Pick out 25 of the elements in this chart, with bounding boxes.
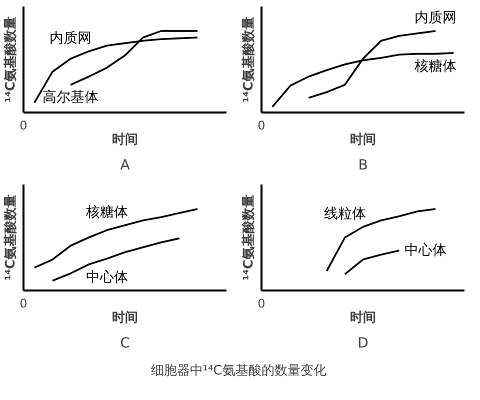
series-label: 高尔基体 bbox=[42, 90, 99, 106]
x-axis-title: 时间 bbox=[112, 132, 138, 148]
text: C bbox=[120, 336, 130, 352]
series-label: 内质网 bbox=[50, 30, 92, 46]
text: 0 bbox=[20, 118, 28, 132]
y-axis-title: ¹⁴C氨基酸数量 bbox=[240, 16, 256, 102]
series-label: 内质网 bbox=[414, 10, 456, 26]
x-axis-title: 时间 bbox=[350, 132, 376, 148]
series-label: 中心体 bbox=[86, 269, 128, 286]
x-axis-title: 时间 bbox=[350, 310, 376, 326]
series-label: 线粒体 bbox=[324, 206, 366, 222]
x-axis-title: 时间 bbox=[112, 310, 138, 326]
text: D bbox=[358, 336, 368, 352]
text: 0 bbox=[258, 296, 266, 310]
y-axis-title: ¹⁴C氨基酸数量 bbox=[2, 194, 18, 280]
series-label: 核糖体 bbox=[84, 204, 128, 220]
y-axis-title: ¹⁴C氨基酸数量 bbox=[2, 16, 18, 102]
series-label: 核糖体 bbox=[414, 58, 456, 75]
y-axis-title: ¹⁴C氨基酸数量 bbox=[240, 194, 256, 280]
text: 细胞器中¹⁴C氨基酸的数量变化 bbox=[150, 364, 326, 378]
text: B bbox=[358, 158, 368, 174]
text: 0 bbox=[20, 296, 28, 310]
text: A bbox=[120, 158, 130, 174]
text: 0 bbox=[258, 118, 266, 132]
series-label: 中心体 bbox=[404, 242, 447, 259]
